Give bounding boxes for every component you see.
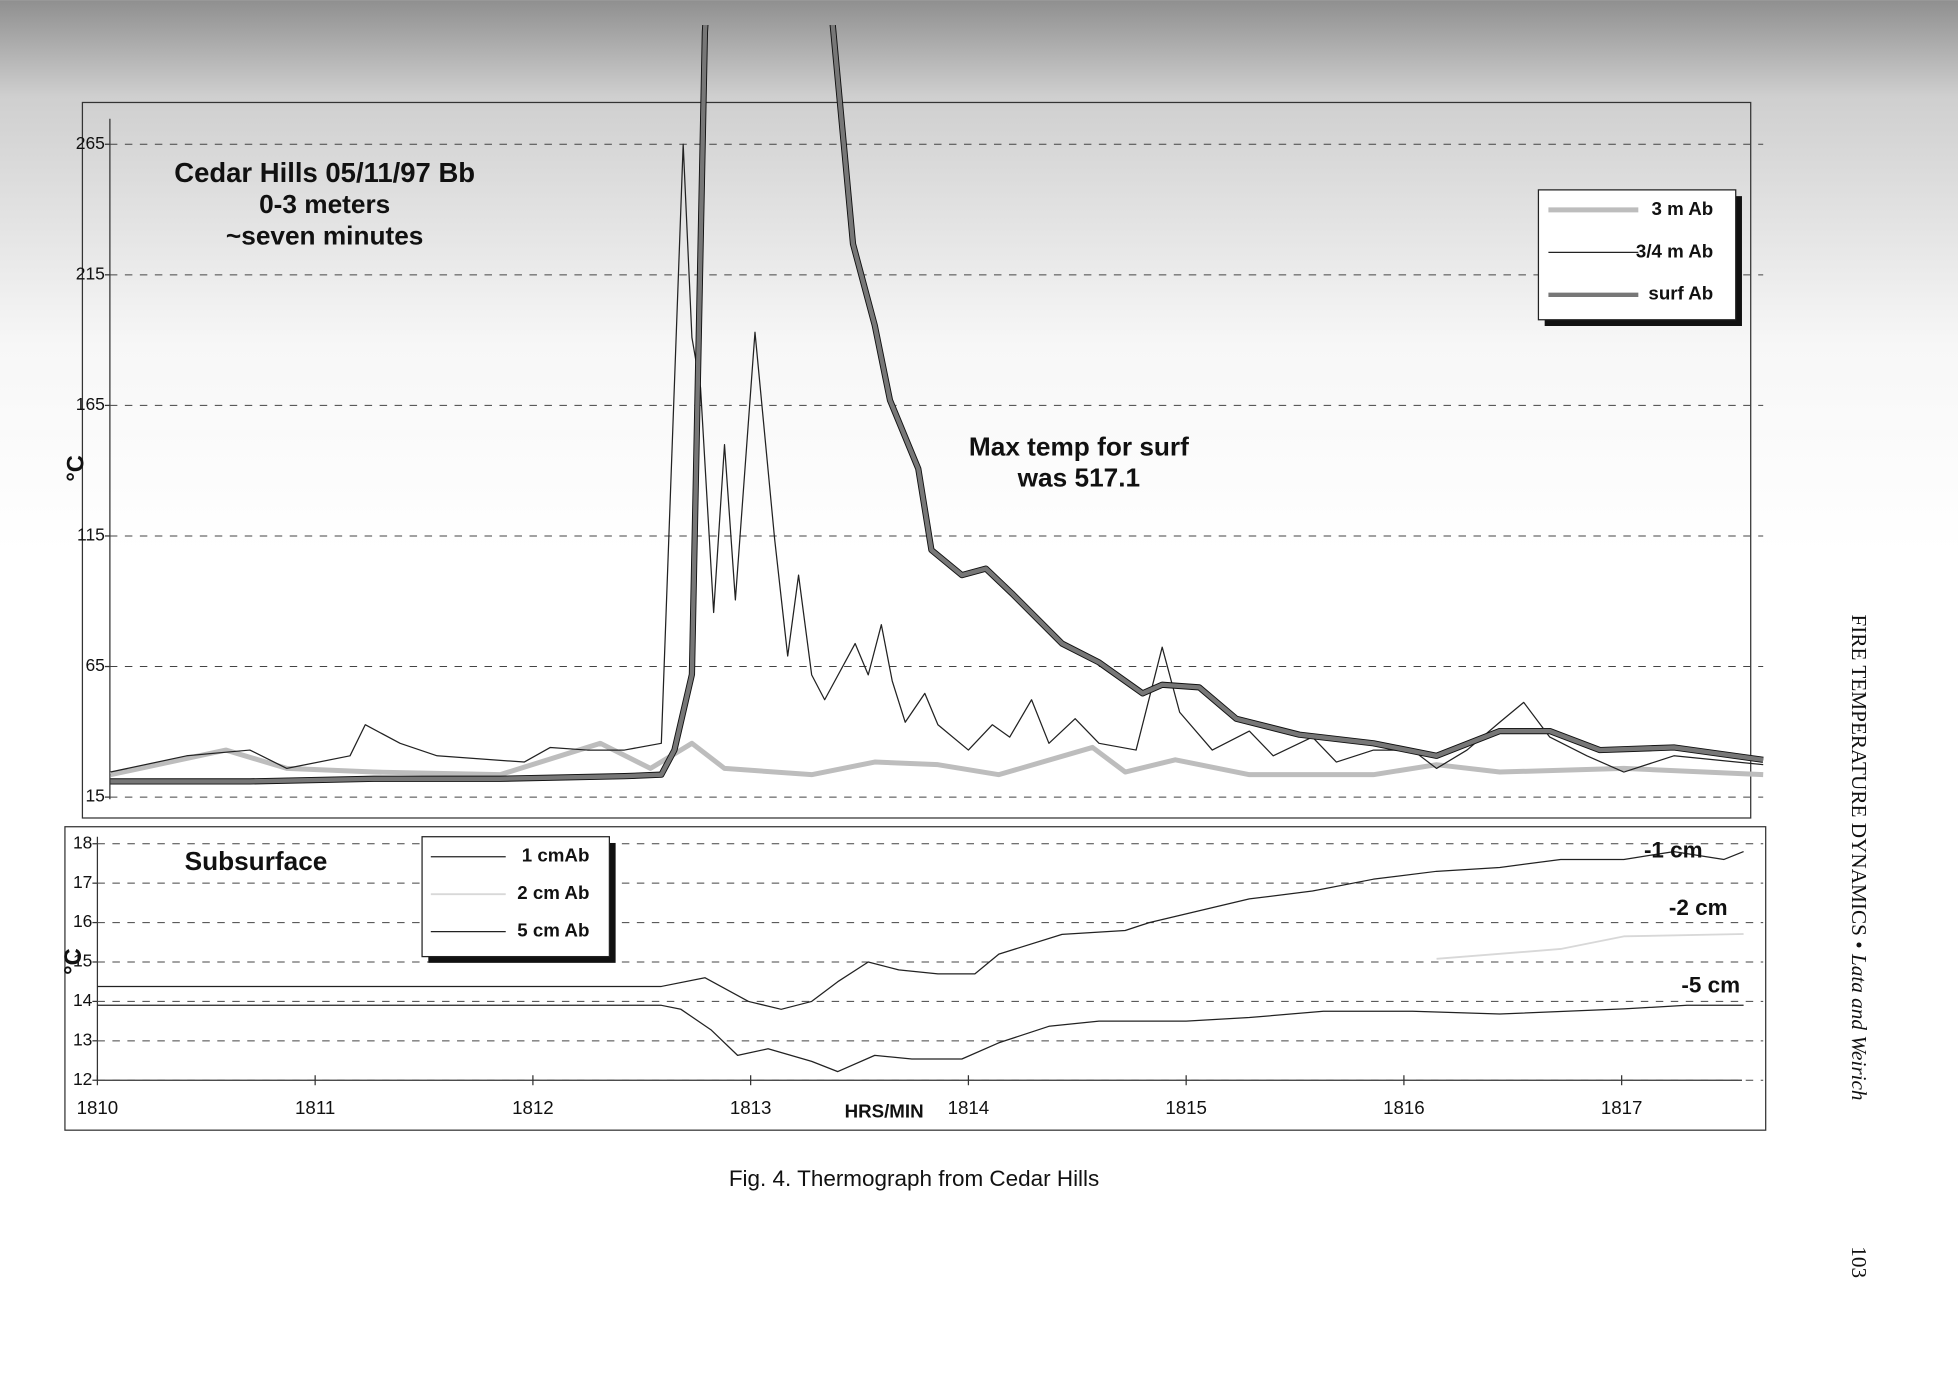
y-tick-label: 115 bbox=[77, 525, 105, 545]
annotation: -5 cm bbox=[1681, 973, 1740, 998]
x-tick-label: 1817 bbox=[1601, 1097, 1643, 1118]
legend-label: 3/4 m Ab bbox=[1636, 240, 1713, 261]
y-tick-label: 15 bbox=[85, 786, 104, 806]
legend-label: 3 m Ab bbox=[1652, 198, 1714, 219]
chart-title: Cedar Hills 05/11/97 Bb bbox=[174, 157, 475, 188]
x-tick-label: 1810 bbox=[77, 1097, 119, 1118]
y-tick-label: 65 bbox=[85, 655, 104, 675]
legend-label: 1 cmAb bbox=[522, 845, 590, 866]
page-number: 103 bbox=[1847, 1246, 1871, 1278]
plot-frame bbox=[81, 101, 1752, 819]
series-group bbox=[97, 850, 1744, 1073]
y-axis-label: °C bbox=[61, 948, 87, 975]
annotation: was 517.1 bbox=[1017, 463, 1140, 493]
annotation: -2 cm bbox=[1669, 895, 1728, 920]
x-tick-label: 1813 bbox=[730, 1097, 772, 1118]
y-tick-label: 265 bbox=[76, 133, 105, 153]
y-tick-label: 14 bbox=[73, 990, 93, 1010]
plot-frame bbox=[64, 826, 1767, 1131]
series-line bbox=[1436, 933, 1744, 960]
y-tick-label: 18 bbox=[73, 832, 92, 852]
legend-label: 5 cm Ab bbox=[517, 920, 589, 941]
running-head: FIRE TEMPERATURE DYNAMICS • Lata and Wei… bbox=[1847, 614, 1871, 1100]
x-axis-label: HRS/MIN bbox=[845, 1101, 924, 1122]
y-tick-label: 17 bbox=[73, 872, 92, 892]
series-line bbox=[109, 740, 1764, 778]
running-head-text: FIRE TEMPERATURE DYNAMICS • Lata and Wei… bbox=[1847, 614, 1871, 1100]
y-tick-label: 15 bbox=[73, 951, 92, 971]
x-tick-label: 1814 bbox=[948, 1097, 990, 1118]
y-tick-label: 165 bbox=[76, 394, 105, 414]
legend-label: 2 cm Ab bbox=[517, 882, 589, 903]
series-line bbox=[110, 25, 1764, 784]
legend-label: surf Ab bbox=[1648, 283, 1713, 304]
x-tick-label: 1811 bbox=[295, 1097, 335, 1118]
chart-subtitle: ~seven minutes bbox=[226, 220, 423, 250]
series-line bbox=[97, 1004, 1744, 1073]
series-line bbox=[97, 850, 1744, 1010]
y-tick-label: 13 bbox=[73, 1029, 92, 1049]
caption: Fig. 4. Thermograph from Cedar Hills bbox=[729, 1166, 1099, 1191]
chart-title: Subsurface bbox=[185, 846, 328, 876]
chart-subtitle: 0-3 meters bbox=[259, 189, 390, 219]
x-tick-label: 1815 bbox=[1165, 1097, 1207, 1118]
annotation: Max temp for surf bbox=[969, 431, 1189, 461]
annotation: -1 cm bbox=[1644, 838, 1703, 863]
journal: FIRE TEMPERATURE DYNAMICS • bbox=[1847, 614, 1871, 948]
y-tick-label: 16 bbox=[73, 911, 92, 931]
x-tick-label: 1812 bbox=[512, 1097, 554, 1118]
x-tick-label: 1816 bbox=[1383, 1097, 1425, 1118]
y-tick-label: 12 bbox=[73, 1069, 92, 1089]
y-axis-label: °C bbox=[64, 455, 90, 482]
authors: Lata and Weirich bbox=[1847, 953, 1871, 1101]
series-group bbox=[109, 25, 1764, 785]
y-tick-label: 215 bbox=[76, 263, 105, 283]
